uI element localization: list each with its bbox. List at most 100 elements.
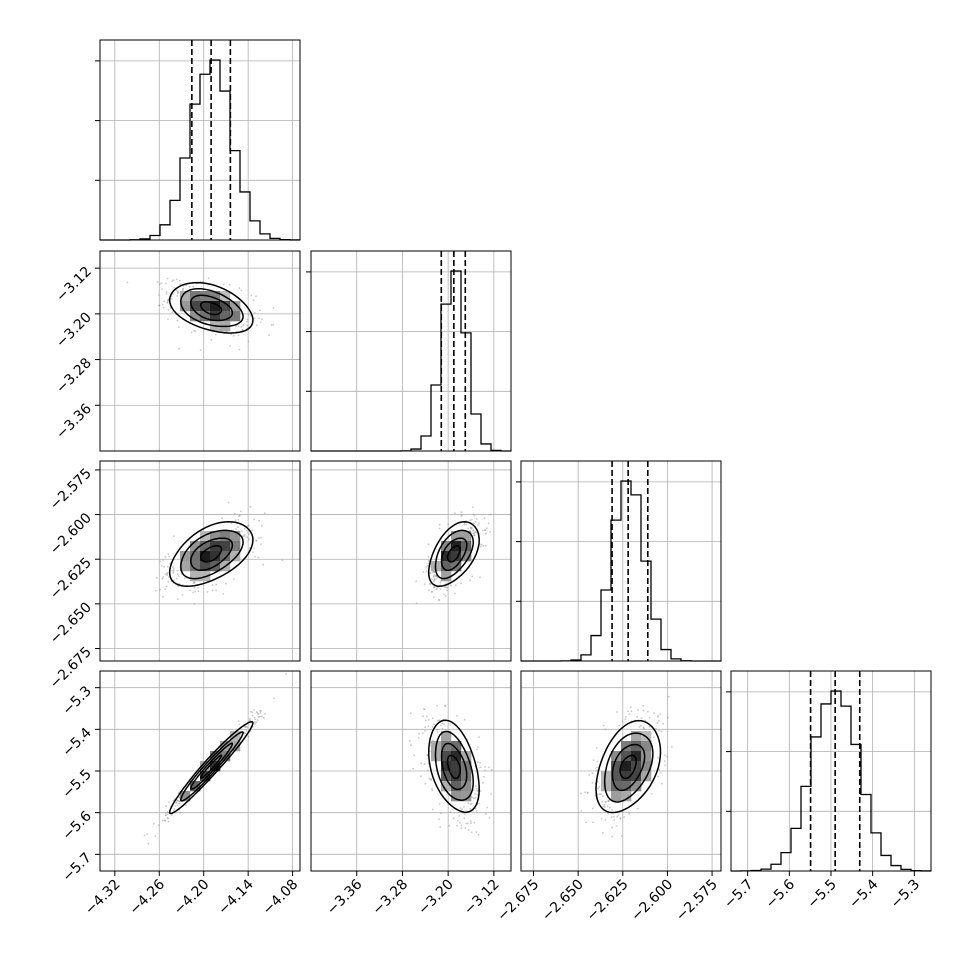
contour-0 — [619, 754, 637, 780]
y-tick-label: −2.600 — [47, 510, 95, 558]
scatter-point — [458, 815, 461, 817]
density-cell — [441, 741, 452, 752]
density-cell — [451, 781, 462, 792]
scatter-point — [425, 570, 428, 572]
scatter-point — [666, 755, 668, 758]
scatter-point — [244, 726, 247, 729]
scatter-point — [193, 582, 196, 584]
x-tick-label: −4.26 — [126, 876, 168, 918]
scatter-point — [166, 572, 168, 575]
scatter-point — [427, 564, 429, 567]
scatter-point — [459, 807, 462, 809]
scatter-point — [463, 812, 466, 815]
scatter-point — [264, 712, 266, 715]
scatter-point — [662, 722, 665, 725]
scatter-point — [637, 709, 640, 711]
scatter-point — [162, 559, 164, 562]
scatter-point — [601, 831, 604, 834]
scatter-point — [424, 782, 427, 785]
panel-2-0 — [99, 460, 301, 662]
density-cell — [611, 791, 622, 802]
scatter-point — [436, 730, 439, 733]
scatter-point — [157, 824, 160, 826]
scatter-point — [179, 811, 182, 814]
scatter-point — [595, 747, 598, 749]
scatter-point — [188, 286, 191, 288]
scatter-point — [432, 739, 434, 742]
scatter-point — [591, 782, 594, 784]
scatter-point — [168, 801, 170, 803]
scatter-point — [178, 347, 180, 350]
scatter-point — [485, 532, 487, 535]
contour-2 — [603, 732, 654, 803]
scatter-point — [126, 281, 129, 284]
scatter-point — [432, 575, 435, 577]
scatter-point — [463, 718, 466, 721]
panel-frame — [310, 460, 512, 662]
scatter-point — [182, 288, 184, 290]
scatter-point — [656, 722, 659, 724]
scatter-point — [477, 746, 479, 748]
scatter-point — [415, 602, 418, 605]
scatter-point — [477, 524, 479, 526]
scatter-point — [580, 810, 583, 812]
scatter-point — [470, 526, 473, 529]
scatter-point — [239, 514, 241, 517]
scatter-point — [471, 575, 474, 578]
scatter-point — [466, 822, 469, 825]
scatter-point — [433, 573, 436, 576]
scatter-point — [171, 311, 174, 314]
scatter-point — [444, 595, 447, 597]
y-tick-label: −5.6 — [59, 808, 94, 843]
density-cell — [611, 761, 622, 772]
density-cell — [441, 781, 452, 792]
scatter-point — [253, 716, 256, 719]
scatter-point — [580, 792, 582, 795]
scatter-point — [481, 529, 484, 532]
scatter-point — [449, 723, 451, 726]
density-cell — [441, 771, 452, 782]
scatter-point — [655, 727, 657, 730]
scatter-point — [177, 290, 179, 293]
scatter-point — [650, 793, 653, 795]
scatter-point — [175, 289, 178, 292]
scatter-point — [438, 527, 441, 530]
scatter-point — [663, 760, 666, 762]
scatter-point — [165, 814, 167, 817]
scatter-point — [174, 805, 177, 807]
density-cell — [461, 751, 472, 762]
scatter-point — [477, 761, 479, 763]
scatter-point — [602, 805, 605, 808]
density-cell — [631, 751, 642, 762]
scatter-point — [431, 571, 434, 574]
x-tick-label: −5.6 — [763, 876, 798, 911]
scatter-point — [154, 589, 157, 592]
scatter-point — [608, 799, 611, 802]
scatter-point — [177, 326, 180, 328]
density-cell — [621, 791, 632, 802]
scatter-point — [630, 710, 633, 713]
density-cell — [220, 551, 231, 562]
scatter-point — [179, 283, 182, 285]
scatter-point — [460, 515, 462, 517]
scatter-point — [167, 817, 170, 820]
scatter-point — [443, 723, 446, 726]
scatter-point — [238, 287, 241, 290]
scatter-point — [252, 299, 255, 302]
scatter-point — [431, 808, 434, 811]
scatter-point — [163, 300, 166, 303]
scatter-point — [211, 584, 214, 586]
scatter-point — [257, 715, 260, 718]
scatter-point — [189, 589, 192, 592]
scatter-point — [190, 331, 193, 334]
scatter-point — [599, 793, 602, 796]
scatter-point — [478, 802, 481, 805]
density-cell — [190, 541, 201, 552]
scatter-point — [436, 576, 439, 579]
scatter-point — [439, 579, 442, 582]
scatter-point — [661, 782, 663, 785]
scatter-point — [161, 577, 164, 580]
scatter-point — [199, 349, 202, 351]
scatter-group — [154, 501, 284, 605]
scatter-point — [474, 531, 476, 534]
